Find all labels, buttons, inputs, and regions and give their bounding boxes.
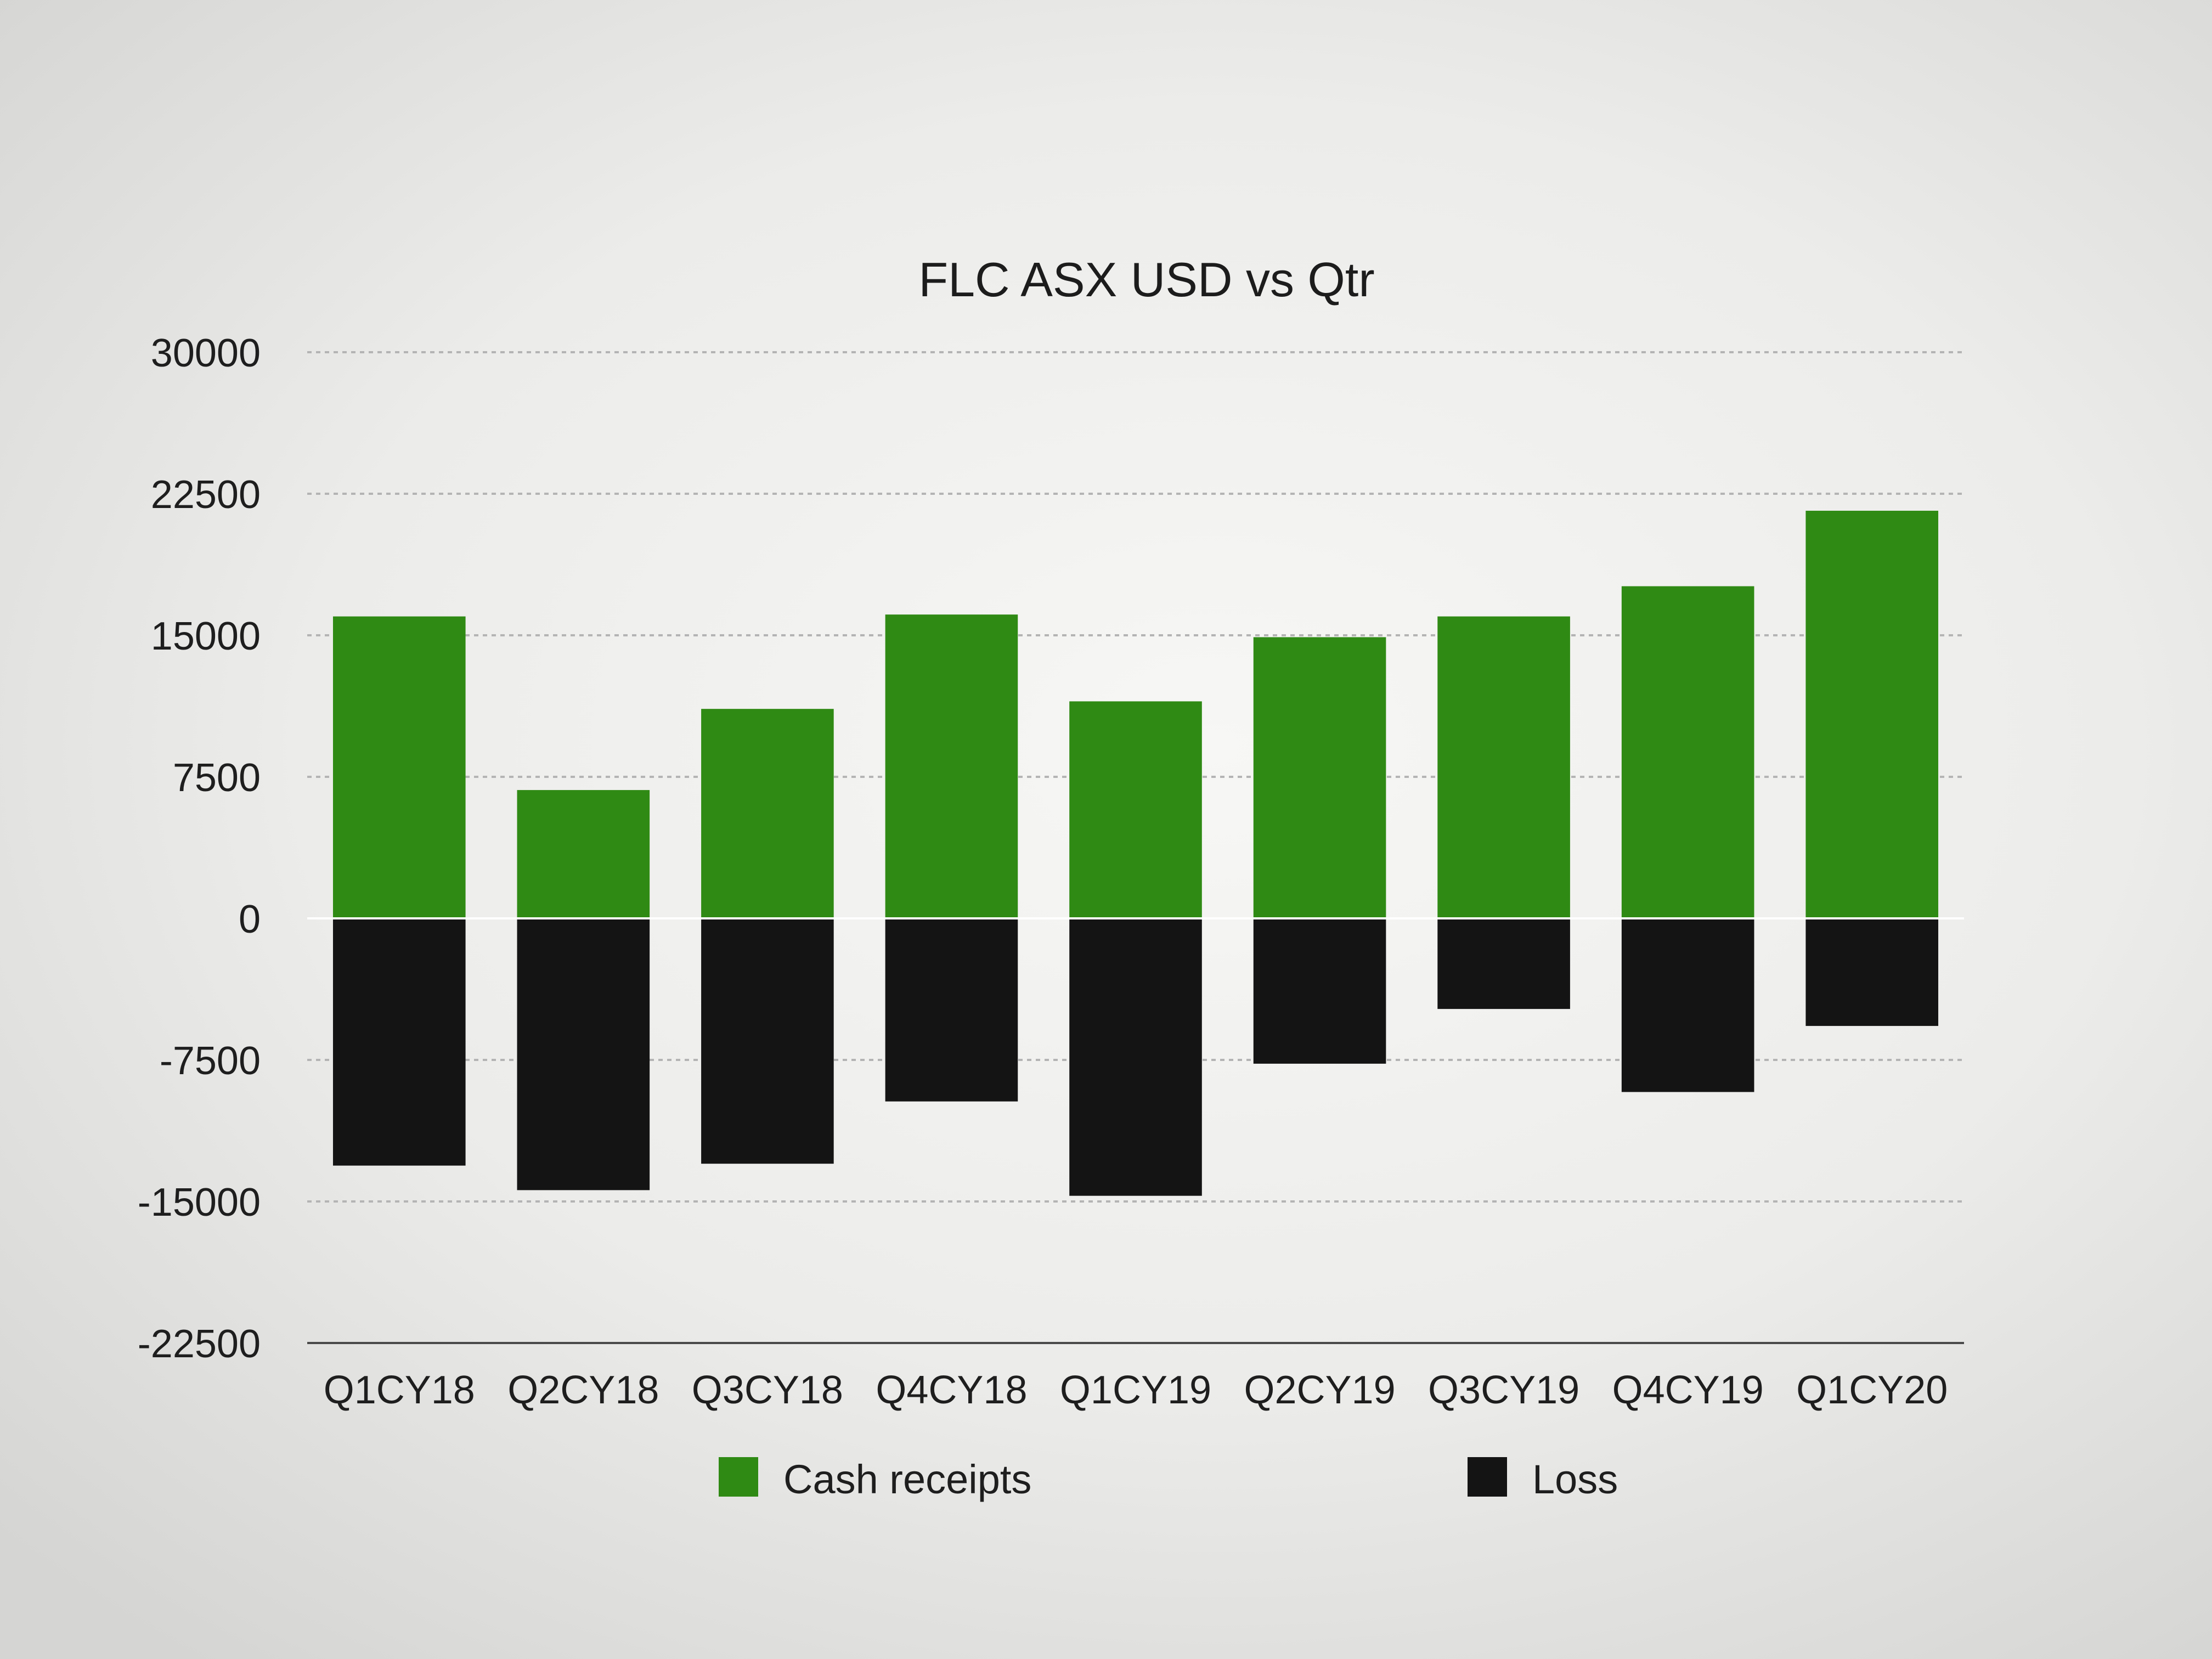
bar-loss: [1437, 918, 1570, 1009]
bar-cash-receipts: [517, 790, 650, 918]
x-tick-label: Q3CY18: [692, 1368, 843, 1412]
x-tick-label: Q4CY19: [1612, 1368, 1764, 1412]
bar-loss: [701, 918, 834, 1164]
y-tick-label: -22500: [138, 1322, 261, 1366]
bar-cash-receipts: [701, 709, 834, 918]
x-tick-label: Q2CY18: [507, 1368, 659, 1412]
y-tick-label: 30000: [151, 331, 261, 375]
bar-cash-receipts: [1621, 586, 1754, 918]
chart-title: FLC ASX USD vs Qtr: [918, 252, 1374, 307]
bar-loss: [1805, 918, 1939, 1026]
legend: Cash receipts Loss: [719, 1457, 1618, 1502]
x-tick-label: Q1CY19: [1060, 1368, 1211, 1412]
legend-swatch: [719, 1457, 758, 1497]
bar-loss: [1621, 918, 1754, 1092]
y-axis-tick-labels: 30000 22500 15000 7500 0 -7500 -15000 -22500: [138, 331, 261, 1366]
x-axis-tick-labels: Q1CY18 Q2CY18 Q3CY18 Q4CY18 Q1CY19 Q2CY19 Q3CY…: [324, 1368, 1948, 1412]
x-tick-label: Q1CY20: [1796, 1368, 1948, 1412]
bar-loss: [885, 918, 1018, 1102]
y-tick-label: -7500: [160, 1039, 261, 1083]
bar-cash-receipts: [1805, 510, 1939, 918]
bar-loss: [332, 918, 466, 1166]
bar-cash-receipts: [1253, 637, 1386, 918]
legend-label: Loss: [1532, 1457, 1618, 1502]
bars: [307, 510, 1964, 1196]
bar-loss: [1069, 918, 1202, 1196]
x-tick-label: Q2CY19: [1244, 1368, 1395, 1412]
bar-cash-receipts: [1069, 701, 1202, 918]
legend-label: Cash receipts: [783, 1457, 1031, 1502]
legend-swatch: [1468, 1457, 1507, 1497]
x-tick-label: Q1CY18: [324, 1368, 475, 1412]
bar-cash-receipts: [1437, 616, 1570, 918]
y-tick-label: 7500: [173, 756, 261, 800]
bar-cash-receipts: [332, 616, 466, 918]
y-tick-label: 15000: [151, 614, 261, 658]
bar-loss: [1253, 918, 1386, 1064]
x-tick-label: Q4CY18: [876, 1368, 1027, 1412]
y-tick-label: -15000: [138, 1181, 261, 1224]
y-tick-label: 0: [239, 898, 261, 941]
x-tick-label: Q3CY19: [1428, 1368, 1579, 1412]
bar-loss: [517, 918, 650, 1190]
bar-cash-receipts: [885, 614, 1018, 918]
y-tick-label: 22500: [151, 473, 261, 517]
